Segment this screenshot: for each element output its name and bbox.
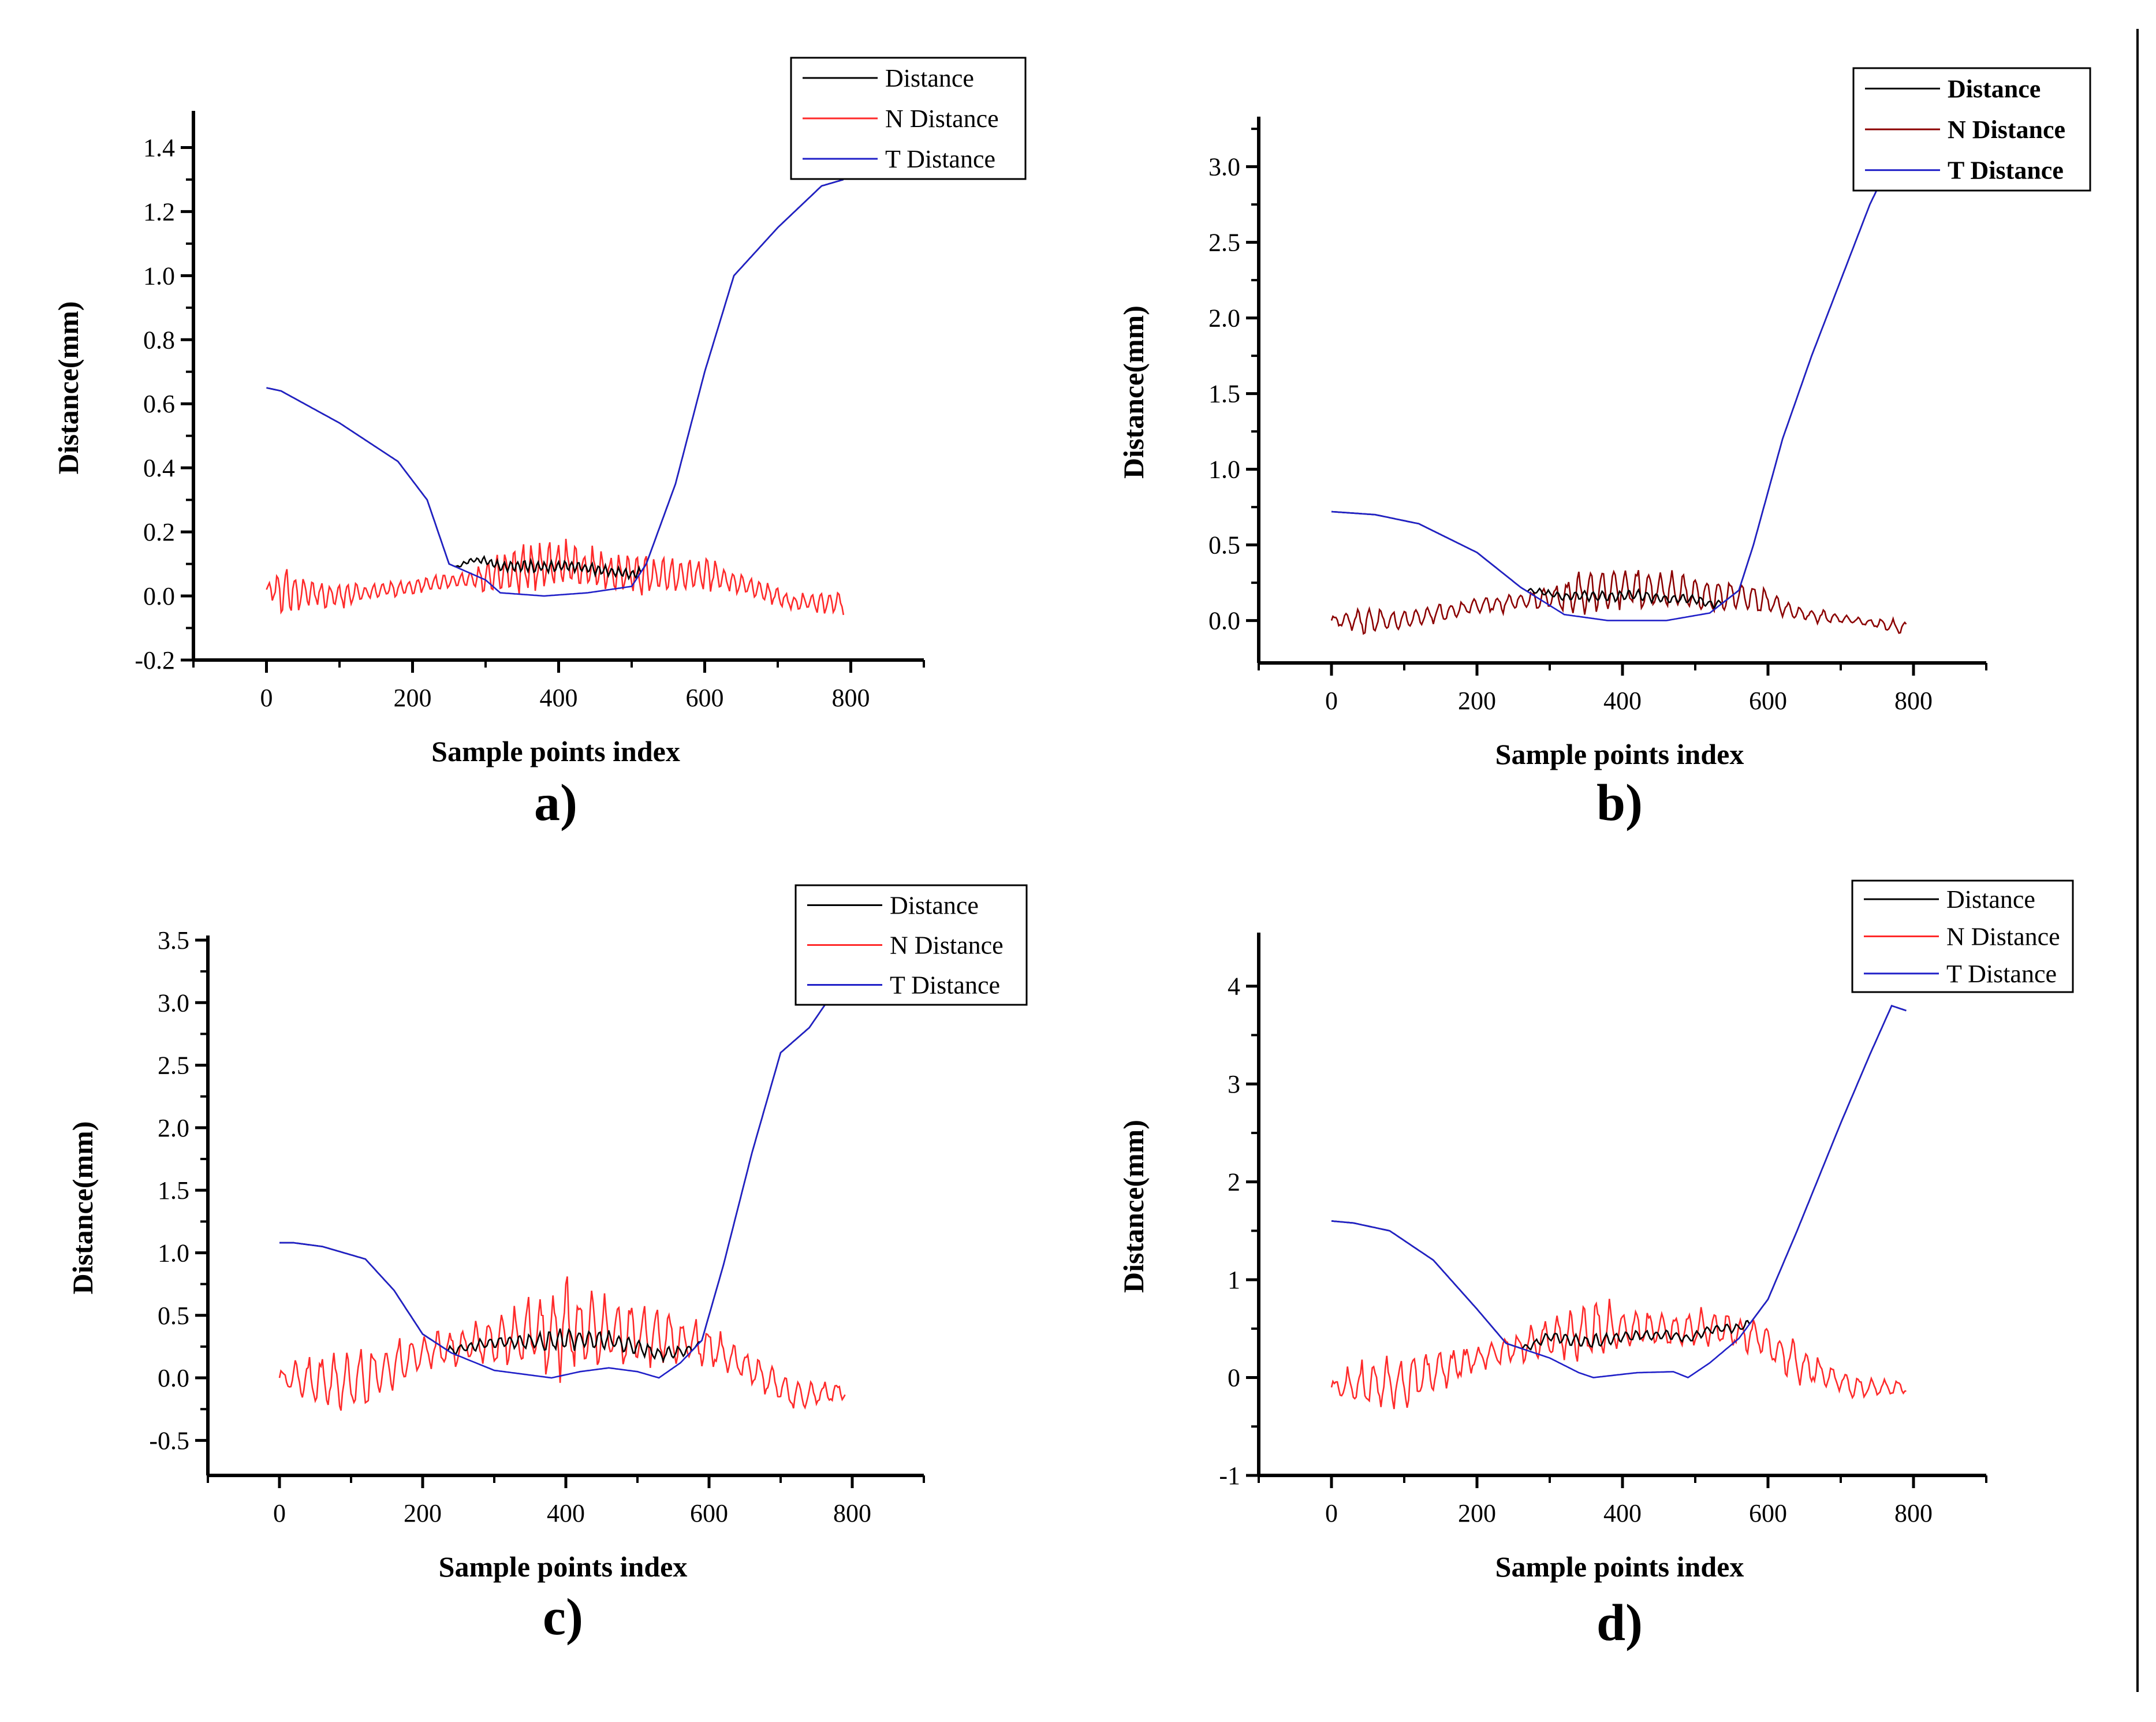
y-tick-label: 0.0 bbox=[158, 1364, 189, 1392]
legend-distance-label: Distance bbox=[885, 64, 974, 92]
panel-label: a) bbox=[534, 774, 577, 832]
x-tick-label: 600 bbox=[690, 1499, 728, 1527]
y-axis-title: Distance(mm) bbox=[1117, 1120, 1150, 1293]
y-tick-label: 1.0 bbox=[143, 262, 175, 290]
distance-line bbox=[266, 178, 844, 581]
x-axis-title: Sample points index bbox=[1495, 738, 1744, 770]
n-distance-line bbox=[1330, 569, 1907, 635]
legend-t-distance-label: T Distance bbox=[890, 971, 1000, 1000]
y-tick-label: 1.2 bbox=[143, 197, 175, 226]
y-tick-label: 3.5 bbox=[158, 926, 189, 955]
y-tick-label: 2 bbox=[1228, 1168, 1240, 1197]
panel-label: c) bbox=[543, 1589, 583, 1646]
x-axis-title: Sample points index bbox=[439, 1550, 688, 1583]
x-tick-label: 800 bbox=[1894, 1499, 1933, 1527]
y-tick-label: 0.0 bbox=[1208, 607, 1240, 635]
y-tick-label: 0.6 bbox=[143, 390, 175, 418]
y-tick-label: 1 bbox=[1228, 1266, 1240, 1294]
legend: Distance N Distance T Distance bbox=[1852, 67, 2091, 192]
y-tick-label: 1.0 bbox=[1208, 456, 1240, 484]
distance-line bbox=[1331, 158, 1907, 610]
x-tick-label: 400 bbox=[1603, 1499, 1642, 1527]
legend: Distance N Distance T Distance bbox=[794, 884, 1028, 1006]
y-axis-title: Distance(mm) bbox=[1117, 305, 1150, 479]
x-axis-title: Sample points index bbox=[1495, 1550, 1744, 1583]
x-axis-title: Sample points index bbox=[431, 735, 680, 767]
x-tick-label: 200 bbox=[1458, 687, 1496, 715]
x-tick-label: 400 bbox=[540, 684, 578, 712]
y-tick-label: 3.0 bbox=[158, 989, 189, 1017]
chart-panel-b: 0 200 400 600 800 0.0 0.5 1.0 1.5 2.0 2.5 3.0 Sample… bbox=[1117, 67, 2091, 832]
n-distance-line bbox=[266, 538, 845, 616]
y-tick-label: 0.8 bbox=[143, 326, 175, 354]
x-tick-label: 0 bbox=[1325, 687, 1338, 715]
legend-n-distance-label: N Distance bbox=[890, 931, 1004, 960]
panel-label: b) bbox=[1597, 774, 1643, 832]
y-axis-title: Distance(mm) bbox=[52, 301, 84, 475]
chart-panel-a: 0 200 400 600 800 -0.2 0.0 0.2 0.4 0.6 0.8 1.0 1.2 1.… bbox=[52, 57, 1027, 832]
y-tick-label: 1.5 bbox=[158, 1176, 189, 1205]
legend-t-distance-label: T Distance bbox=[1948, 156, 2064, 185]
legend-distance-label: Distance bbox=[1946, 885, 2035, 914]
y-tick-label: 4 bbox=[1228, 972, 1240, 1001]
panel-label: d) bbox=[1597, 1594, 1643, 1652]
y-tick-label: 0.4 bbox=[143, 454, 175, 482]
x-tick-label: 0 bbox=[260, 684, 273, 712]
legend-n-distance-label: N Distance bbox=[885, 105, 999, 133]
distance-line bbox=[1331, 1004, 1907, 1351]
x-tick-label: 600 bbox=[686, 684, 724, 712]
x-tick-label: 200 bbox=[404, 1499, 442, 1527]
y-tick-label: 2.5 bbox=[158, 1052, 189, 1080]
t-distance-line bbox=[266, 178, 844, 597]
x-tick-label: 0 bbox=[1325, 1499, 1338, 1527]
x-tick-label: 400 bbox=[547, 1499, 585, 1527]
y-tick-label: 0.0 bbox=[143, 582, 175, 610]
legend: Distance N Distance T Distance bbox=[790, 57, 1027, 180]
y-tick-label: 3 bbox=[1228, 1070, 1240, 1098]
y-tick-label: 2.0 bbox=[158, 1114, 189, 1142]
t-distance-line bbox=[1331, 158, 1907, 621]
chart-panel-d: 0 200 400 600 800 -1 0 1 2 3 4 Sample points index D… bbox=[1117, 879, 2074, 1652]
legend-distance-label: Distance bbox=[1948, 74, 2041, 103]
n-distance-line bbox=[1330, 1299, 1907, 1410]
y-tick-label: 1.0 bbox=[158, 1239, 189, 1267]
t-distance-line bbox=[279, 996, 845, 1379]
y-tick-label: 2.5 bbox=[1208, 229, 1240, 257]
legend-distance-label: Distance bbox=[890, 892, 979, 920]
legend-t-distance-label: T Distance bbox=[1946, 960, 2057, 988]
chart-panel-c: 0 200 400 600 800 -0.5 0.0 0.5 1.0 1.5 2.0 2.5 3.0 3.… bbox=[66, 884, 1028, 1646]
y-tick-label: 1.5 bbox=[1208, 380, 1240, 408]
x-tick-label: 400 bbox=[1603, 687, 1642, 715]
y-tick-label: 0 bbox=[1228, 1364, 1240, 1392]
y-tick-label: 0.5 bbox=[1208, 531, 1240, 560]
t-distance-line bbox=[1331, 1004, 1907, 1378]
y-tick-label: 2.0 bbox=[1208, 304, 1240, 333]
y-tick-label: -0.2 bbox=[135, 646, 175, 674]
legend-n-distance-label: N Distance bbox=[1946, 923, 2060, 951]
y-tick-label: -1 bbox=[1219, 1462, 1240, 1490]
distance-line bbox=[279, 996, 845, 1363]
y-tick-label: 0.2 bbox=[143, 518, 175, 546]
legend: Distance N Distance T Distance bbox=[1851, 879, 2074, 993]
y-tick-label: -0.5 bbox=[149, 1426, 189, 1455]
x-tick-label: 0 bbox=[273, 1499, 286, 1527]
x-tick-label: 600 bbox=[1749, 687, 1787, 715]
x-tick-label: 200 bbox=[1458, 1499, 1496, 1527]
x-tick-label: 600 bbox=[1749, 1499, 1787, 1527]
legend-t-distance-label: T Distance bbox=[885, 145, 995, 173]
x-tick-label: 800 bbox=[1894, 687, 1933, 715]
x-tick-label: 200 bbox=[394, 684, 432, 712]
y-tick-label: 1.4 bbox=[143, 133, 175, 162]
x-tick-label: 800 bbox=[832, 684, 870, 712]
legend-n-distance-label: N Distance bbox=[1948, 115, 2065, 144]
x-tick-label: 800 bbox=[833, 1499, 871, 1527]
y-tick-label: 0.5 bbox=[158, 1302, 189, 1330]
y-tick-label: 3.0 bbox=[1208, 153, 1240, 181]
y-axis-title: Distance(mm) bbox=[66, 1121, 99, 1295]
